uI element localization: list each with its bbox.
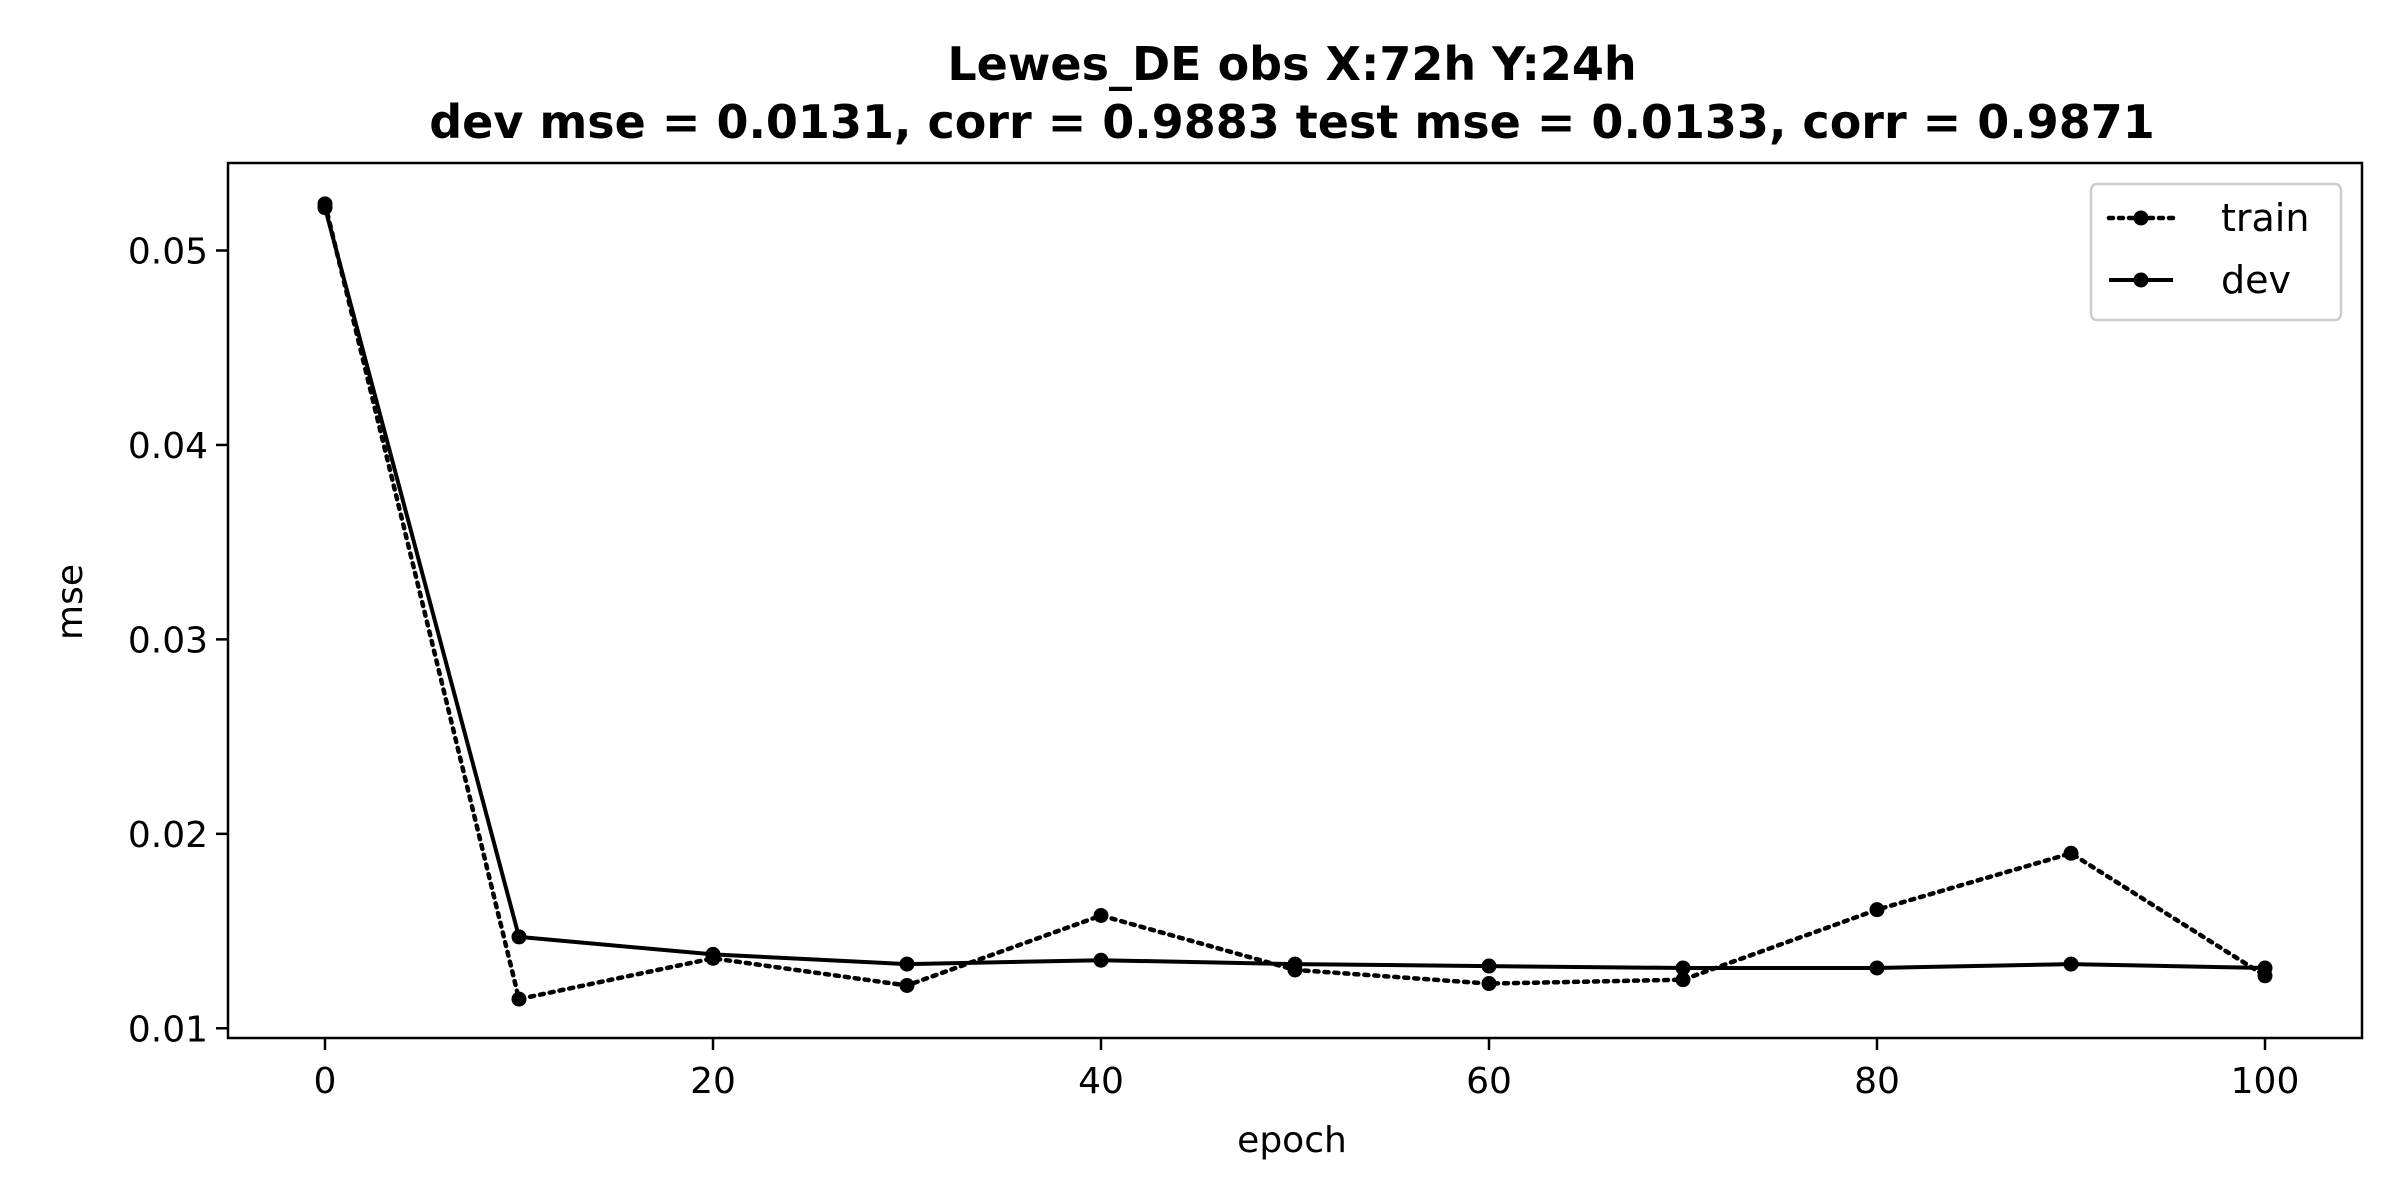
data-point-dev bbox=[511, 929, 527, 945]
axes: 0 20 40 60 80 100 0.01 0.02 0.03 0.04 0.05 bbox=[128, 161, 2364, 1102]
data-point-train bbox=[899, 978, 915, 993]
chart-subtitle: dev mse = 0.0131, corr = 0.9883 test mse… bbox=[429, 95, 2155, 149]
data-point-dev bbox=[1287, 956, 1303, 972]
y-axis-label: mse bbox=[50, 564, 91, 640]
y-tick-label: 0.01 bbox=[128, 1009, 208, 1050]
data-point-dev bbox=[1869, 960, 1885, 976]
data-point-dev bbox=[317, 200, 333, 216]
data-point-train bbox=[1093, 908, 1109, 923]
series-line-train bbox=[322, 201, 2268, 1002]
data-point-train bbox=[2063, 845, 2079, 861]
plot-area bbox=[317, 196, 2273, 1007]
x-tick-label: 40 bbox=[1078, 1061, 1124, 1102]
legend-marker-dev bbox=[2133, 272, 2149, 288]
x-tick-label: 60 bbox=[1466, 1061, 1512, 1102]
data-point-train bbox=[1675, 972, 1691, 988]
data-point-dev bbox=[1481, 958, 1497, 974]
data-point-dev bbox=[1093, 952, 1109, 968]
y-tick-label: 0.02 bbox=[128, 815, 208, 856]
data-point-train bbox=[1869, 902, 1885, 918]
legend-label-train: train bbox=[2221, 196, 2309, 240]
legend-label-dev: dev bbox=[2221, 258, 2291, 302]
data-point-dev bbox=[2063, 956, 2079, 972]
axes-frame bbox=[226, 161, 2364, 1040]
y-tick-label: 0.03 bbox=[128, 620, 208, 661]
x-tick-label: 20 bbox=[690, 1061, 736, 1102]
legend: train dev bbox=[2089, 182, 2343, 322]
data-point-dev bbox=[705, 946, 721, 962]
data-point-train bbox=[1481, 976, 1497, 992]
chart-title: Lewes_DE obs X:72h Y:24h bbox=[947, 37, 1636, 91]
data-point-dev bbox=[899, 956, 915, 972]
y-tick-label: 0.04 bbox=[128, 426, 208, 467]
data-point-dev bbox=[2257, 960, 2273, 976]
x-tick-label: 80 bbox=[1854, 1061, 1900, 1102]
x-tick-label: 0 bbox=[314, 1061, 337, 1102]
series-line-dev bbox=[323, 207, 2266, 970]
legend-marker-train bbox=[2133, 210, 2149, 226]
data-point-dev bbox=[1675, 960, 1691, 976]
y-tick-label: 0.05 bbox=[128, 232, 208, 273]
data-point-train bbox=[511, 991, 527, 1007]
x-tick-label: 100 bbox=[2231, 1061, 2300, 1102]
x-axis-label: epoch bbox=[1237, 1120, 1347, 1161]
